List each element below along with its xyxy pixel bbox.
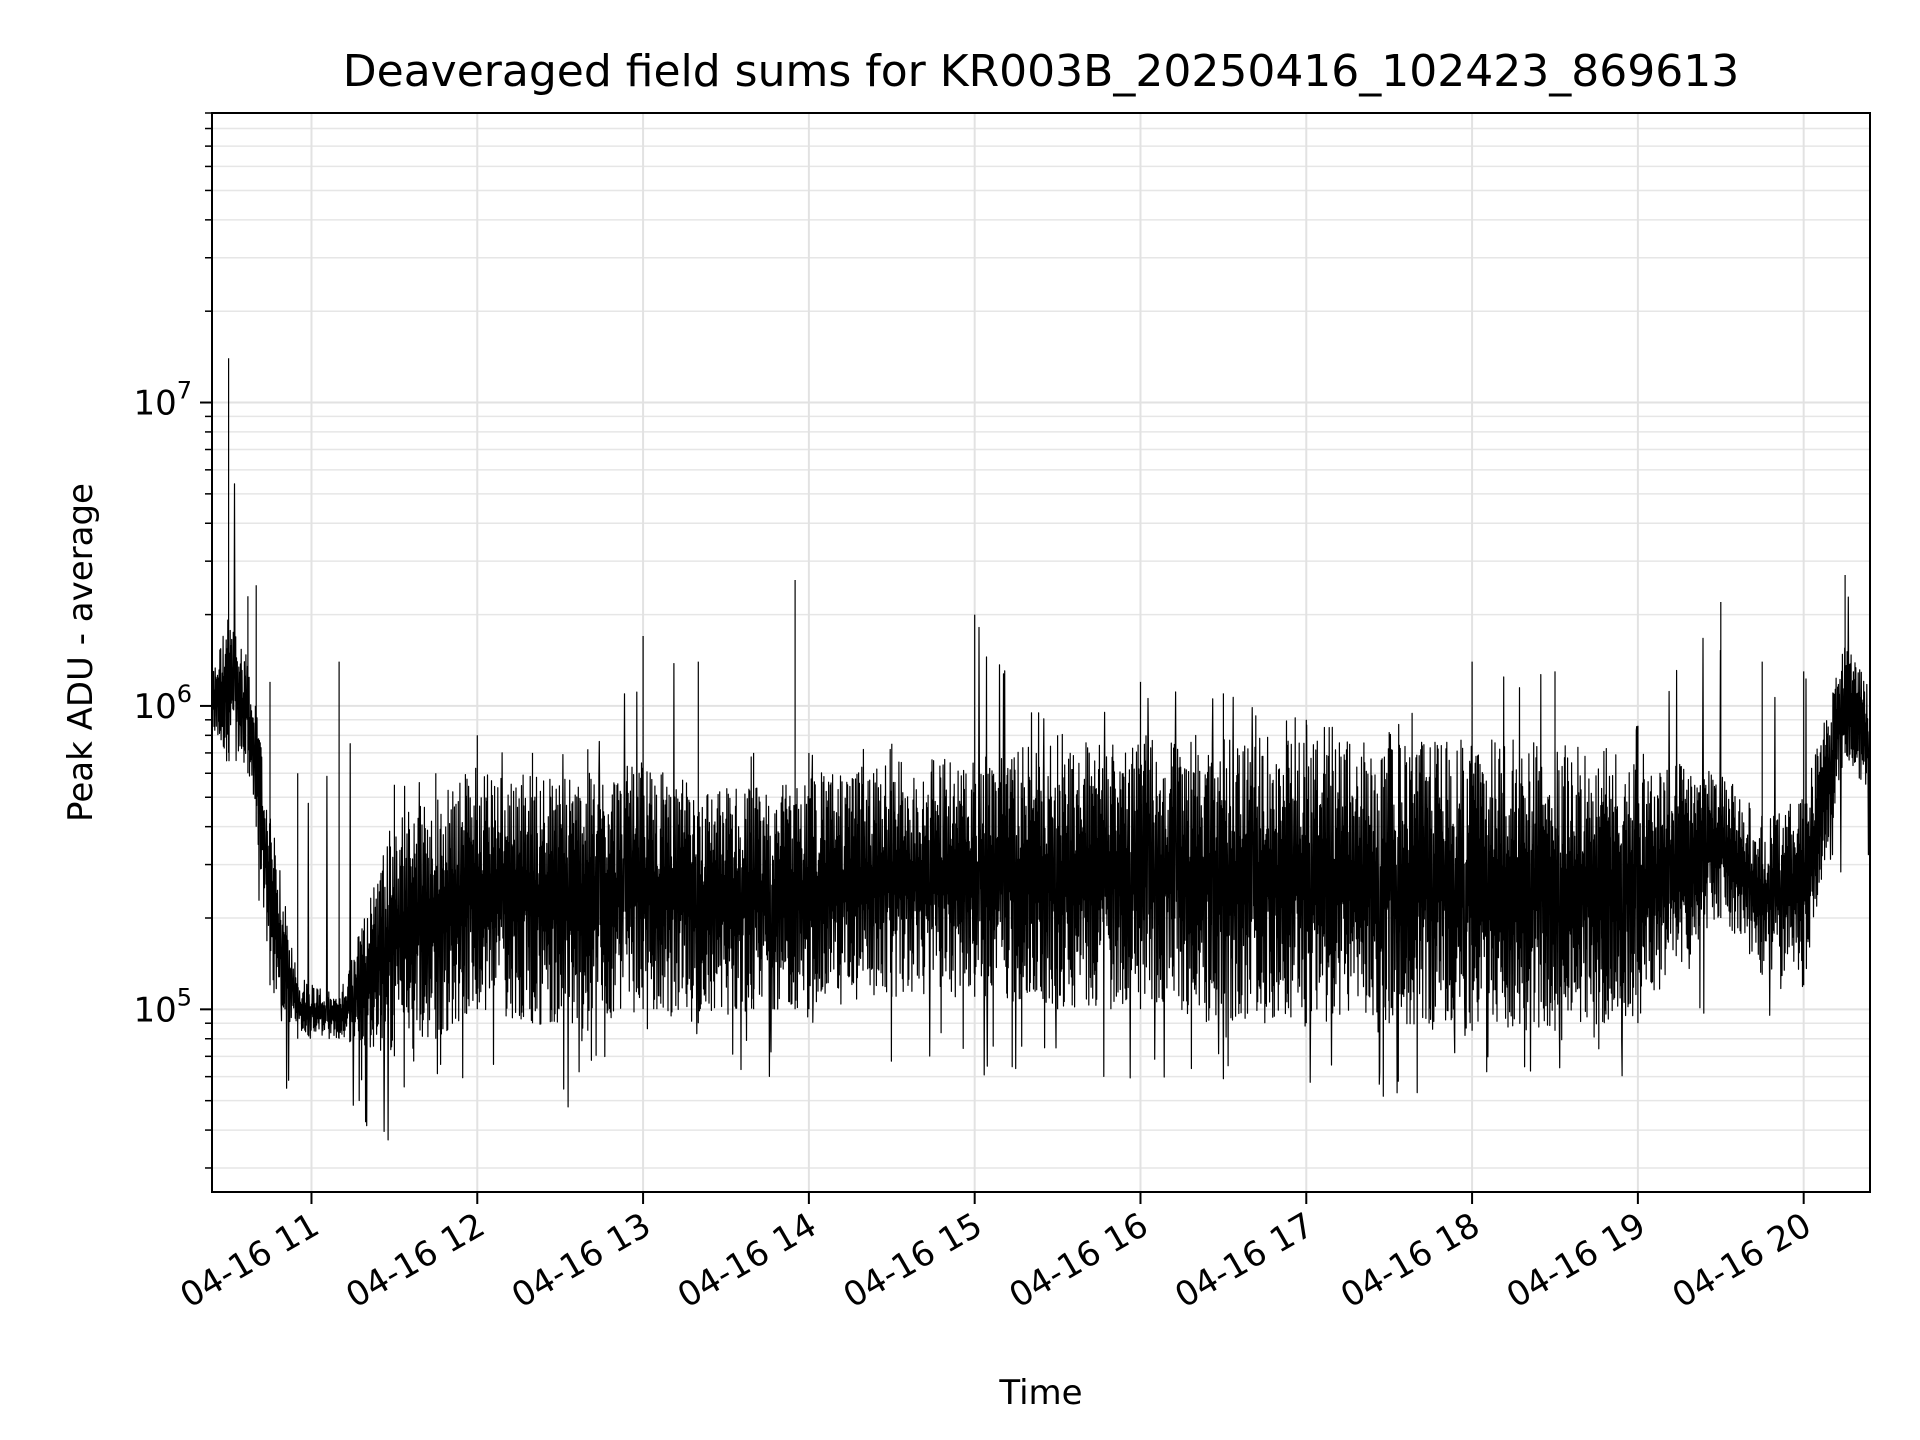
- y-tick-label-exponent: 5: [177, 983, 192, 1011]
- y-tick-label-exponent: 6: [177, 680, 192, 708]
- y-axis-label: Peak ADU - average: [61, 483, 101, 822]
- x-axis-label: Time: [998, 1373, 1082, 1413]
- y-tick-label-base: 10: [133, 990, 176, 1030]
- y-tick-label-base: 10: [133, 687, 176, 727]
- y-tick-label-base: 10: [133, 384, 176, 424]
- chart-title: Deaveraged field sums for KR003B_2025041…: [343, 46, 1739, 97]
- y-tick-label: 106: [133, 680, 192, 727]
- data-series: [211, 358, 1871, 1141]
- plot-frame: [211, 112, 1871, 1193]
- y-tick-label-exponent: 7: [177, 377, 192, 405]
- y-tick-label: 105: [133, 983, 192, 1030]
- y-tick-label: 107: [133, 377, 192, 424]
- series-line: [211, 358, 1871, 1141]
